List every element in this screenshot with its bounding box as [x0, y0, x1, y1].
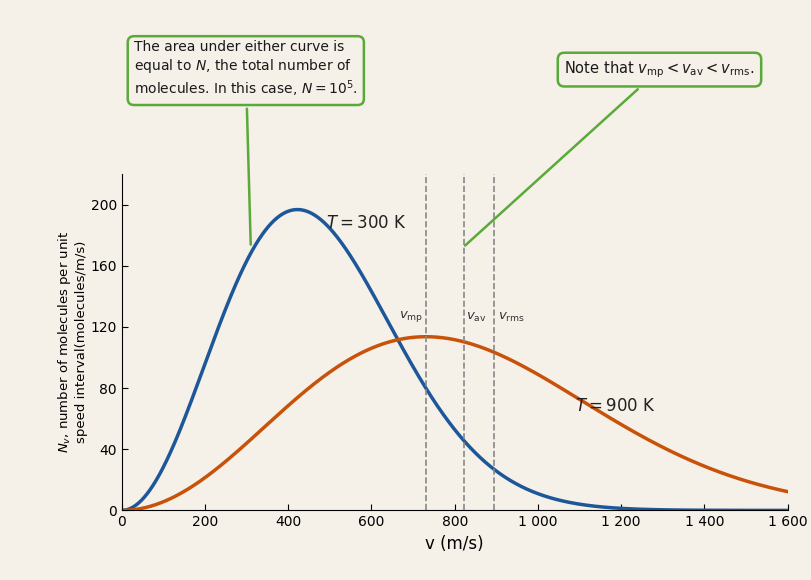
Text: $T = 900\ \mathrm{K}$: $T = 900\ \mathrm{K}$ [575, 397, 655, 415]
Text: Note that $v_{\mathrm{mp}} < v_{\mathrm{av}} < v_{\mathrm{rms}}$.: Note that $v_{\mathrm{mp}} < v_{\mathrm{… [465, 59, 753, 245]
Text: $v_{\mathrm{mp}}$: $v_{\mathrm{mp}}$ [399, 309, 423, 324]
Text: $v_{\mathrm{rms}}$: $v_{\mathrm{rms}}$ [497, 311, 524, 324]
Text: $v_{\mathrm{av}}$: $v_{\mathrm{av}}$ [466, 311, 487, 324]
Text: $T = 300\ \mathrm{K}$: $T = 300\ \mathrm{K}$ [325, 213, 406, 231]
X-axis label: v (m/s): v (m/s) [425, 535, 483, 553]
Y-axis label: $N_v$, number of molecules per unit
speed interval(molecules/m/s): $N_v$, number of molecules per unit spee… [56, 231, 88, 454]
Text: The area under either curve is
equal to $N$, the total number of
molecules. In t: The area under either curve is equal to … [134, 41, 357, 245]
